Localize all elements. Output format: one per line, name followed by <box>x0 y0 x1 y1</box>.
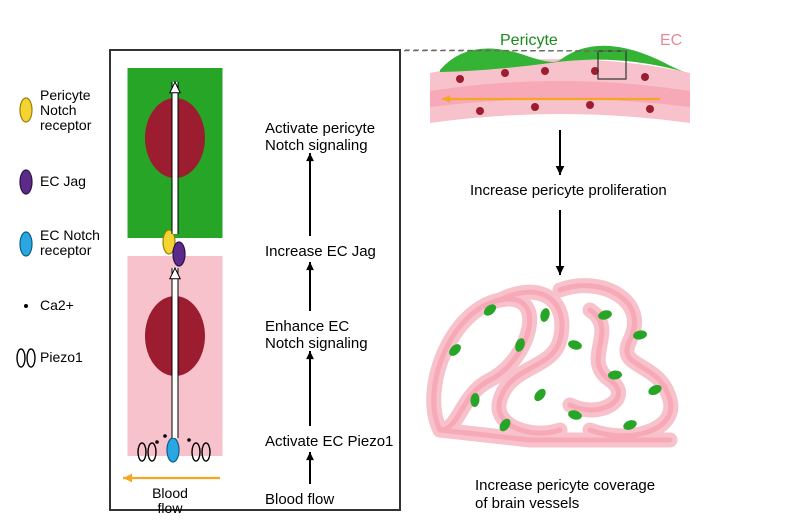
signal-step-4: Blood flow <box>265 491 334 508</box>
legend-ec-jag: EC Jag <box>40 173 86 189</box>
step1-label: Increase pericyte proliferation <box>470 182 667 199</box>
blood-flow-inner-label: Bloodflow <box>152 485 188 516</box>
vessel-network <box>434 286 671 440</box>
signal-step-1: Increase EC Jag <box>265 243 376 260</box>
ec-label: EC <box>660 32 682 49</box>
signal-step-3: Activate EC Piezo1 <box>265 433 393 450</box>
legend-ca2: Ca2+ <box>40 297 74 313</box>
legend-ec-notch: EC Notchreceptor <box>40 227 100 258</box>
legend-pericyte-notch: PericyteNotchreceptor <box>40 87 92 133</box>
step2-label: Increase pericyte coverageof brain vesse… <box>475 477 655 512</box>
pericyte-label: Pericyte <box>500 32 558 49</box>
vessel-cross-section <box>430 46 690 123</box>
figure-root: Pericyte EC Increase pericyte proliferatio… <box>0 0 800 530</box>
legend-piezo1: Piezo1 <box>40 349 83 365</box>
signal-step-0: Activate pericyteNotch signaling <box>265 120 375 154</box>
